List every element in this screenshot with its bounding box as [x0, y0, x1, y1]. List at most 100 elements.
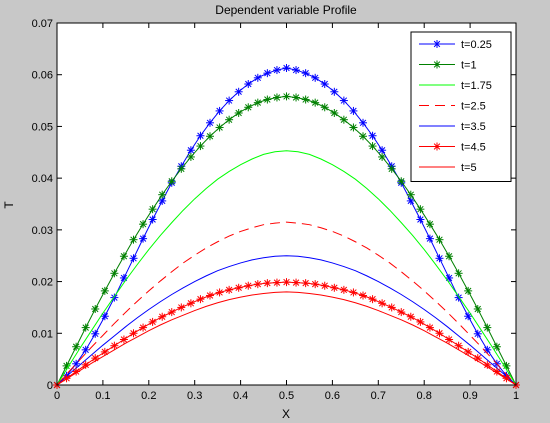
data-point: [186, 299, 195, 308]
data-point: [368, 142, 377, 151]
data-point: [445, 273, 454, 282]
data-point: [339, 96, 348, 105]
data-point: [253, 98, 262, 107]
data-point: [502, 361, 511, 370]
data-point: [244, 281, 253, 290]
data-point: [349, 288, 358, 297]
x-tick-label: 0.3: [187, 390, 202, 402]
data-point: [129, 254, 138, 263]
data-point: [244, 80, 253, 89]
data-point: [445, 335, 454, 344]
data-point: [406, 312, 415, 321]
data-point: [397, 308, 406, 317]
data-point: [473, 329, 482, 338]
series-t=0.25: [53, 63, 520, 389]
data-point: [110, 341, 119, 350]
x-tick-label: 0.6: [325, 390, 340, 402]
data-point: [378, 152, 387, 161]
y-axis-tick-labels: 0 0.01 0.02 0.03 0.04 0.05 0.06 0.07: [32, 18, 53, 392]
data-point: [196, 295, 205, 304]
data-point: [158, 196, 167, 205]
data-point: [416, 317, 425, 326]
data-point: [244, 103, 253, 112]
data-point: [330, 87, 339, 96]
x-tick-label: 0.9: [462, 390, 477, 402]
data-point: [139, 323, 148, 332]
data-point: [492, 342, 501, 351]
data-point: [139, 234, 148, 243]
data-point: [91, 329, 100, 338]
data-point: [330, 283, 339, 292]
x-axis-ticks: [56, 23, 517, 385]
x-axis-label: X: [282, 407, 290, 421]
data-point: [464, 347, 473, 356]
data-point: [435, 254, 444, 263]
data-point: [158, 312, 167, 321]
y-tick-label: 0.07: [32, 18, 53, 30]
legend-label: t=5: [461, 162, 477, 174]
data-point: [139, 220, 148, 229]
data-point: [301, 279, 310, 288]
data-point: [378, 146, 387, 155]
data-point: [225, 96, 234, 105]
series-t=4.5: [53, 278, 520, 389]
x-tick-label: 0.4: [233, 390, 248, 402]
data-point: [292, 93, 301, 102]
data-point: [483, 323, 492, 332]
y-tick-label: 0: [47, 380, 53, 392]
data-point: [454, 341, 463, 350]
y-tick-label: 0.01: [32, 328, 53, 340]
data-point: [205, 132, 214, 141]
data-point: [148, 317, 157, 326]
data-point: [148, 215, 157, 224]
data-point: [215, 123, 224, 132]
series-t=1.75: [56, 150, 517, 386]
data-point: [387, 303, 396, 312]
legend: t=0.25 t=1 t=1.75 t=2.5 t=3.5 t=4.5 t=5: [410, 31, 512, 182]
data-point: [483, 360, 492, 369]
data-point: [81, 360, 90, 369]
data-point: [425, 220, 434, 229]
data-point: [349, 106, 358, 115]
data-point: [177, 303, 186, 312]
y-tick-label: 0.03: [32, 225, 53, 237]
data-point: [100, 347, 109, 356]
data-point: [292, 66, 301, 75]
series-t=3.5: [56, 255, 517, 386]
data-point: [119, 252, 128, 261]
data-point: [311, 73, 320, 82]
data-point: [473, 304, 482, 313]
data-point: [339, 285, 348, 294]
series-layer: [53, 63, 520, 389]
y-axis-label: T: [2, 201, 16, 209]
legend-item: t=0.25: [419, 39, 492, 51]
data-point: [119, 273, 128, 282]
data-point: [72, 367, 81, 376]
data-point: [454, 269, 463, 278]
x-axis-tick-labels: 0 0.1 0.2 0.3 0.4 0.5 0.6 0.7 0.8 0.9 1: [54, 390, 519, 402]
data-point: [62, 374, 71, 383]
data-point: [320, 103, 329, 112]
series-line: [56, 150, 517, 386]
data-point: [158, 190, 167, 199]
data-point: [100, 312, 109, 321]
data-point: [397, 177, 406, 186]
data-point: [72, 342, 81, 351]
data-point: [464, 286, 473, 295]
legend-label: t=1: [461, 60, 477, 72]
data-point: [301, 95, 310, 104]
data-point: [301, 69, 310, 78]
data-point: [387, 164, 396, 173]
legend-item: t=4.5: [419, 142, 486, 154]
data-point: [167, 177, 176, 186]
data-point: [445, 252, 454, 261]
data-point: [282, 63, 291, 72]
y-tick-label: 0.05: [32, 121, 53, 133]
legend-item: t=2.5: [419, 101, 486, 113]
data-point: [272, 66, 281, 75]
series-t=2.5: [56, 221, 517, 386]
data-point: [292, 278, 301, 287]
data-point: [110, 269, 119, 278]
data-point: [368, 131, 377, 140]
